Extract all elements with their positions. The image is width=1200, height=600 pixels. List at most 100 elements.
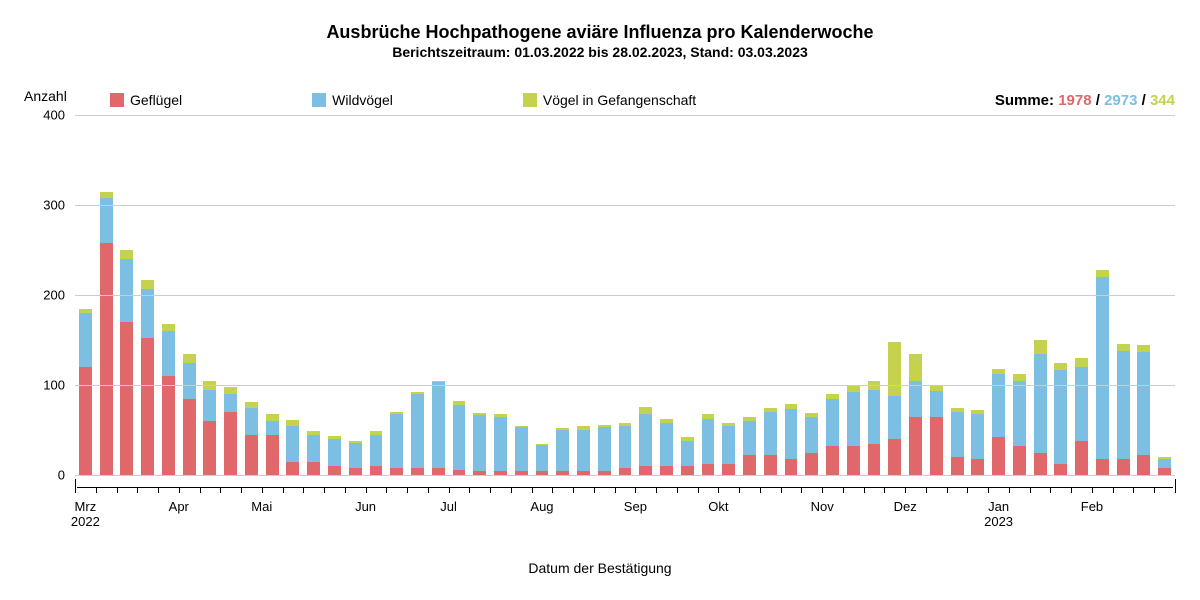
x-axis-minor-tick (822, 487, 823, 493)
bar (660, 419, 673, 475)
x-axis-minor-tick (1154, 487, 1155, 493)
bar-segment-wildvoegel (328, 439, 341, 466)
summary-totals: Summe: 1978 / 2973 / 344 (995, 92, 1175, 109)
y-tick-label: 100 (25, 378, 75, 393)
bar (1117, 344, 1130, 475)
gridline (75, 385, 1175, 386)
x-axis-minor-tick (469, 487, 470, 493)
bar-segment-wildvoegel (764, 412, 777, 455)
bar-segment-gefluegel (141, 338, 154, 475)
bar (79, 309, 92, 476)
chart-subtitle: Berichtszeitraum: 01.03.2022 bis 28.02.2… (0, 44, 1200, 60)
bar-segment-wildvoegel (722, 426, 735, 464)
bar (224, 387, 237, 475)
bar-segment-gefluegel (785, 459, 798, 475)
bar-segment-gefluegel (390, 468, 403, 475)
bar-segment-gefangenschaft (183, 354, 196, 363)
x-axis-minor-tick (698, 487, 699, 493)
bar-segment-wildvoegel (494, 417, 507, 471)
bar (370, 431, 383, 475)
bar-segment-wildvoegel (992, 374, 1005, 437)
bar-segment-wildvoegel (598, 427, 611, 470)
bar (1158, 457, 1171, 475)
bar-segment-gefluegel (203, 421, 216, 475)
bar (100, 192, 113, 475)
x-axis-month-label: Jun (355, 499, 376, 514)
gridline (75, 205, 1175, 206)
bar-segment-wildvoegel (453, 405, 466, 470)
x-axis-month-label: Mrz 2022 (71, 499, 100, 529)
x-axis-month-label: Dez (894, 499, 917, 514)
bar-segment-wildvoegel (203, 390, 216, 422)
x-axis-minor-tick (760, 487, 761, 493)
x-axis-minor-tick (1133, 487, 1134, 493)
legend-swatch-gefangenschaft (523, 93, 537, 107)
bar-segment-wildvoegel (162, 331, 175, 376)
x-axis-month-label: Jul (440, 499, 457, 514)
bar (785, 404, 798, 475)
bar (598, 425, 611, 475)
bar (826, 394, 839, 475)
bar-segment-gefluegel (1137, 455, 1150, 475)
legend: GeflügelWildvögelVögel in Gefangenschaft (110, 92, 816, 108)
bar-segment-gefluegel (266, 435, 279, 476)
bar (764, 408, 777, 475)
bar-segment-gefangenschaft (162, 324, 175, 331)
bar-segment-wildvoegel (1034, 354, 1047, 453)
legend-item-wildvoegel: Wildvögel (312, 92, 393, 108)
bar (1096, 270, 1109, 475)
x-axis-minor-tick (220, 487, 221, 493)
bar (971, 410, 984, 475)
x-axis-minor-tick (490, 487, 491, 493)
x-axis-minor-tick (283, 487, 284, 493)
x-axis-month-label: Aug (530, 499, 553, 514)
bar (702, 414, 715, 475)
bar (453, 401, 466, 475)
bar-segment-wildvoegel (930, 391, 943, 416)
bar-segment-gefangenschaft (120, 250, 133, 259)
bar (141, 280, 154, 475)
bar-segment-gefluegel (286, 462, 299, 476)
bar-segment-wildvoegel (556, 430, 569, 471)
bar-segment-wildvoegel (473, 415, 486, 471)
x-axis-minor-tick (988, 487, 989, 493)
x-axis-minor-tick (552, 487, 553, 493)
x-axis-minor-tick (718, 487, 719, 493)
bar-segment-gefluegel (619, 468, 632, 475)
bar-segment-gefluegel (120, 322, 133, 475)
bar (556, 428, 569, 475)
bar (722, 423, 735, 475)
bar (245, 402, 258, 475)
x-axis-minor-tick (884, 487, 885, 493)
bar-segment-wildvoegel (370, 435, 383, 467)
bar-segment-wildvoegel (411, 394, 424, 468)
bar (328, 436, 341, 475)
x-axis-minor-tick (615, 487, 616, 493)
x-axis-minor-tick (1113, 487, 1114, 493)
bar-segment-gefangenschaft (1054, 363, 1067, 370)
legend-swatch-wildvoegel (312, 93, 326, 107)
bar (411, 392, 424, 475)
x-axis-label: Datum der Bestätigung (0, 560, 1200, 576)
bar-segment-gefluegel (826, 446, 839, 475)
bar-segment-wildvoegel (951, 412, 964, 457)
bar-segment-gefangenschaft (141, 280, 154, 289)
x-axis-minor-tick (1175, 487, 1176, 493)
bar-segment-wildvoegel (702, 419, 715, 464)
y-tick-label: 300 (25, 198, 75, 213)
bar-segment-gefluegel (868, 444, 881, 476)
legend-item-gefluegel: Geflügel (110, 92, 182, 108)
bar-segment-wildvoegel (619, 426, 632, 467)
bar-segment-wildvoegel (847, 392, 860, 446)
bar-segment-wildvoegel (1158, 459, 1171, 468)
bar-segment-gefluegel (162, 376, 175, 475)
x-axis-minor-tick (386, 487, 387, 493)
bar-segment-gefangenschaft (224, 387, 237, 394)
bar-segment-gefangenschaft (1137, 345, 1150, 352)
bar-segment-wildvoegel (577, 430, 590, 471)
bar (266, 414, 279, 475)
x-axis-minor-tick (428, 487, 429, 493)
x-axis-minor-tick (1050, 487, 1051, 493)
x-axis-minor-tick (1030, 487, 1031, 493)
bar-segment-gefluegel (307, 462, 320, 476)
